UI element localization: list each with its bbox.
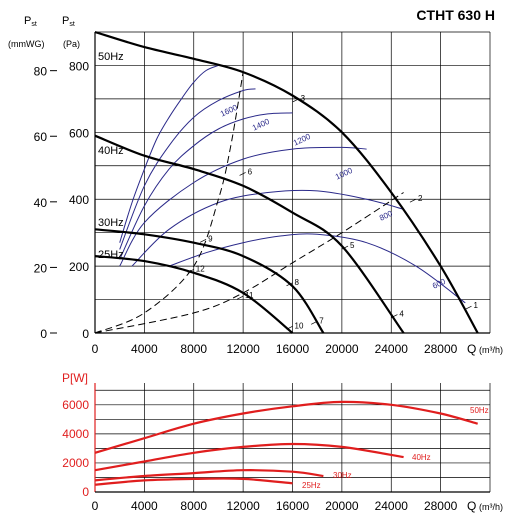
x-tick: 24000 [375,342,409,356]
y-tick-pa: 600 [69,126,89,140]
y-tick-power: 6000 [62,398,89,412]
x-tick: 16000 [276,342,310,356]
series-label: 30Hz [98,217,124,229]
y-tick-pa: 400 [69,193,89,207]
point-label: 8 [295,278,300,287]
point-label: 4 [399,310,404,319]
x-tick: 20000 [325,499,359,513]
x-tick: 4000 [131,499,158,513]
rpm-label: 1000 [334,166,354,182]
rpm-label: 1200 [292,132,312,148]
y-tick-mmwg: 60 [34,130,48,144]
point-label: 3 [301,94,306,103]
x-tick: 8000 [180,499,207,513]
x-label: Q [467,342,476,356]
system-curve [94,192,404,334]
point-label: 1 [473,301,478,310]
power-curve [94,400,478,454]
point-leader [236,295,244,300]
x-tick: 16000 [276,499,310,513]
x-tick: 28000 [424,499,458,513]
x-label: Q [467,499,476,513]
y-tick-mmwg: 40 [34,196,48,210]
point-leader [391,314,398,318]
power-series-label: 40Hz [412,453,431,462]
point-label: 9 [208,234,213,243]
point-leader [199,239,207,243]
x-unit: (m³/h) [479,345,503,355]
series-label: 25Hz [98,249,124,261]
power-series-label: 25Hz [302,481,321,490]
x-tick: 0 [92,499,99,513]
x-tick: 12000 [226,342,260,356]
point-leader [311,320,318,325]
rpm-label: 1400 [251,117,271,133]
y-label-pa: Pst [62,15,75,28]
y-label-power: P[W] [62,371,88,385]
point-leader [409,198,417,203]
y-tick-power: 2000 [62,456,89,470]
y-tick-pa: 200 [69,260,89,274]
point-leader [341,245,349,250]
point-leader [292,98,299,103]
rpm-curve [119,146,367,267]
rpm-label: 800 [378,209,394,223]
y-tick-mmwg: 80 [34,65,48,79]
point-leader [187,269,194,273]
rpm-curve [119,64,219,243]
x-tick: 24000 [375,499,409,513]
point-leader [239,172,246,176]
y-label-mmwg: Pst [24,15,37,28]
point-label: 11 [245,291,254,300]
point-label: 12 [196,264,205,273]
x-tick: 12000 [226,499,260,513]
point-label: 2 [418,194,423,203]
x-tick: 0 [92,342,99,356]
y-tick-pa: 0 [82,327,89,341]
rpm-curve [119,88,256,250]
y-unit-pa: (Pa) [63,39,80,49]
x-tick: 20000 [325,342,359,356]
fan-curve [94,30,479,334]
point-leader [286,282,293,287]
rpm-curve [119,112,293,260]
x-unit: (m³/h) [479,502,503,512]
point-leader [465,305,472,310]
fan-curve [94,134,405,334]
x-tick: 28000 [424,342,458,356]
fan-curve [94,255,294,334]
rpm-curve [131,189,404,267]
point-label: 6 [248,167,253,176]
x-tick: 4000 [131,342,158,356]
series-label: 40Hz [98,145,124,157]
system-curve [94,72,244,334]
y-tick-mmwg: 20 [34,261,48,275]
x-tick: 8000 [180,342,207,356]
y-tick-mmwg: 0 [40,327,47,341]
power-curve [94,469,324,482]
power-series-label: 30Hz [333,471,352,480]
point-label: 7 [319,316,324,325]
fan-curve [94,228,325,334]
y-tick-power: 4000 [62,427,89,441]
y-tick-power: 0 [82,485,89,499]
power-curve [94,477,293,486]
point-label: 10 [295,321,304,330]
point-leader [286,325,293,330]
power-curve [94,442,404,472]
chart-title: CTHT 630 H [416,7,495,23]
series-label: 50Hz [98,51,124,63]
power-series-label: 50Hz [470,406,489,415]
point-label: 5 [350,241,355,250]
y-tick-pa: 800 [69,59,89,73]
y-unit-mmwg: (mmWG) [8,39,44,49]
rpm-curve [168,233,466,304]
